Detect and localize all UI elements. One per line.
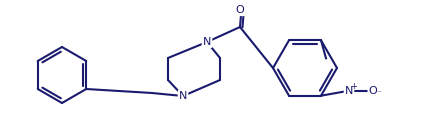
Text: O: O	[236, 5, 244, 15]
Text: ⁻: ⁻	[377, 88, 381, 97]
Text: N: N	[179, 91, 187, 101]
Text: N: N	[203, 37, 211, 47]
Text: N: N	[345, 86, 353, 96]
Text: O: O	[369, 86, 378, 96]
Text: +: +	[350, 82, 357, 91]
